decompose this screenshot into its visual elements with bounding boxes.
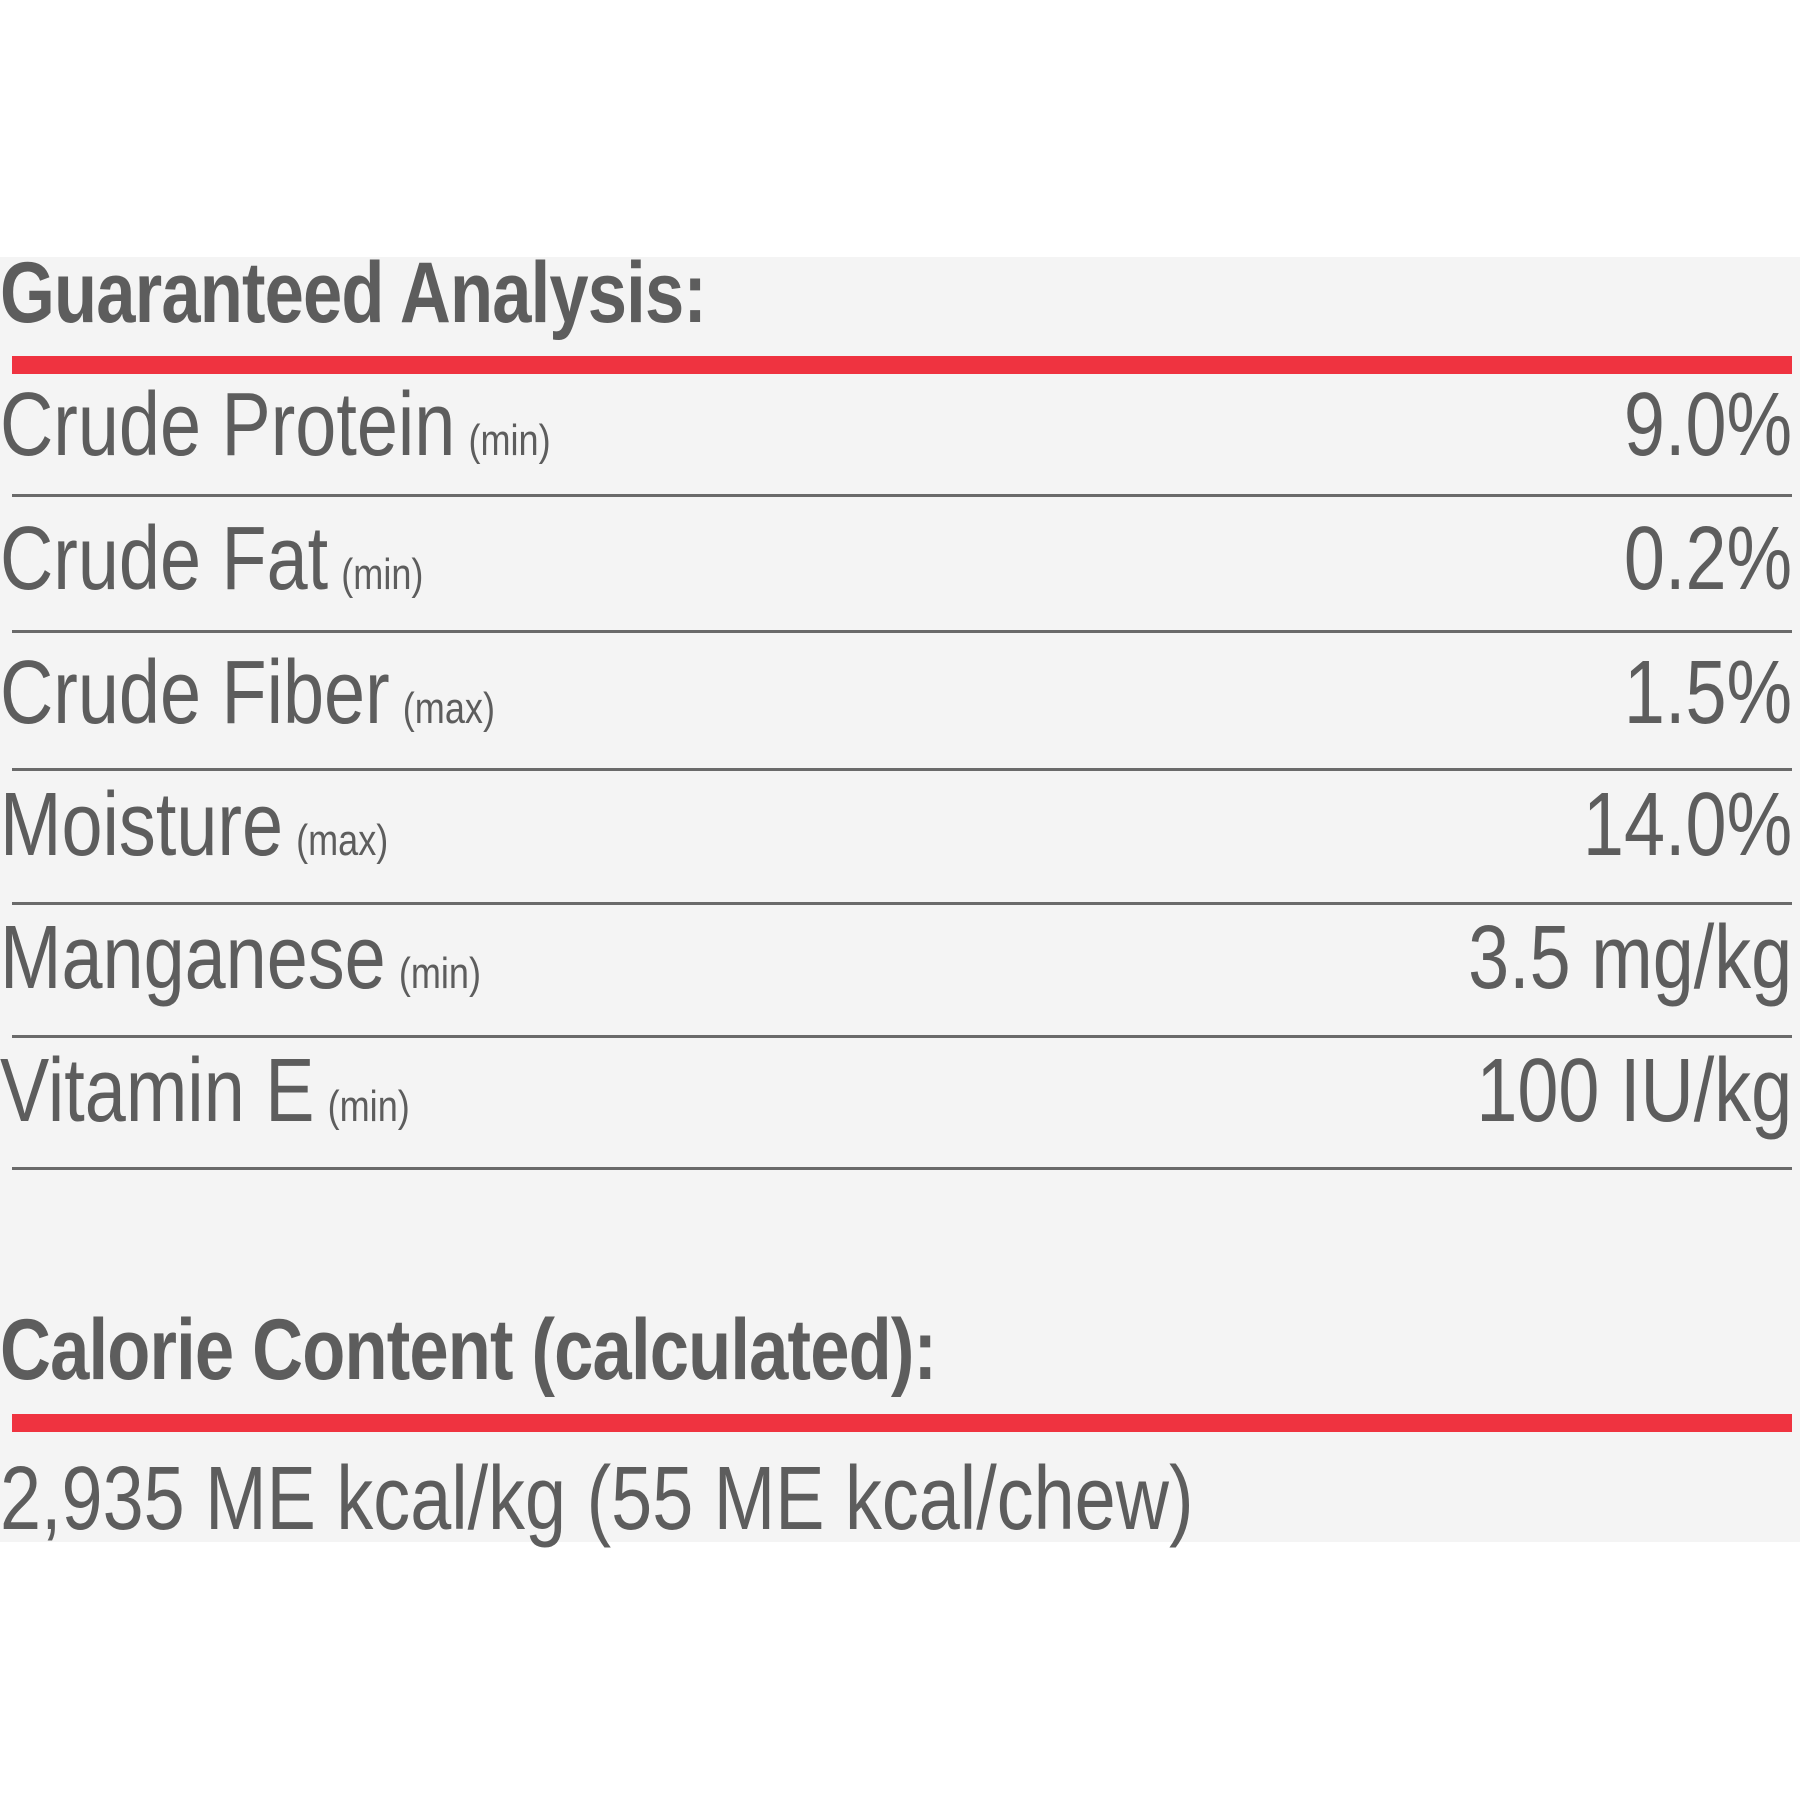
nutrient-label: Crude Fat (min) <box>0 514 423 604</box>
analysis-row-moisture: Moisture (max) 14.0% <box>0 780 1792 880</box>
nutrient-label: Moisture (max) <box>0 780 388 870</box>
nutrient-value: 0.2% <box>1623 509 1792 609</box>
nutrient-qualifier: (min) <box>341 550 424 599</box>
nutrient-qualifier: (max) <box>402 684 495 733</box>
row-divider <box>12 1167 1792 1170</box>
row-divider <box>12 630 1792 633</box>
nutrient-name: Vitamin E <box>0 1041 315 1141</box>
nutrient-label: Vitamin E (min) <box>0 1046 410 1136</box>
nutrient-name: Crude Protein <box>0 375 456 475</box>
calorie-content-heading: Calorie Content (calculated): <box>0 1302 937 1398</box>
nutrient-value: 14.0% <box>1582 775 1792 875</box>
nutrient-value: 100 IU/kg <box>1476 1041 1792 1141</box>
analysis-row-manganese: Manganese (min) 3.5 mg/kg <box>0 913 1792 1013</box>
row-divider <box>12 494 1792 497</box>
nutrient-qualifier: (min) <box>327 1082 410 1131</box>
nutrient-value: 3.5 mg/kg <box>1467 908 1792 1008</box>
heading-divider-red <box>12 1414 1792 1432</box>
calorie-content-value: 2,935 ME kcal/kg (55 ME kcal/chew) <box>0 1449 1194 1549</box>
nutrient-label: Manganese (min) <box>0 913 481 1003</box>
nutrient-qualifier: (max) <box>296 816 389 865</box>
guaranteed-analysis-heading: Guaranteed Analysis: <box>0 245 707 341</box>
row-divider <box>12 768 1792 771</box>
analysis-row-crude-protein: Crude Protein (min) 9.0% <box>0 380 1792 480</box>
analysis-row-crude-fat: Crude Fat (min) 0.2% <box>0 514 1792 614</box>
analysis-row-vitamin-e: Vitamin E (min) 100 IU/kg <box>0 1046 1792 1146</box>
nutrient-name: Manganese <box>0 908 386 1008</box>
analysis-panel <box>0 257 1800 1542</box>
row-divider <box>12 1035 1792 1038</box>
nutrient-label: Crude Protein (min) <box>0 380 551 470</box>
nutrient-name: Crude Fat <box>0 509 329 609</box>
nutrient-label: Crude Fiber (max) <box>0 648 495 738</box>
nutrient-qualifier: (min) <box>398 949 481 998</box>
heading-divider-red <box>12 356 1792 374</box>
nutrient-name: Crude Fiber <box>0 643 390 743</box>
analysis-row-crude-fiber: Crude Fiber (max) 1.5% <box>0 648 1792 748</box>
row-divider <box>12 902 1792 905</box>
nutrient-qualifier: (min) <box>468 416 551 465</box>
nutrient-value: 1.5% <box>1623 643 1792 743</box>
nutrient-value: 9.0% <box>1623 375 1792 475</box>
nutrient-name: Moisture <box>0 775 283 875</box>
